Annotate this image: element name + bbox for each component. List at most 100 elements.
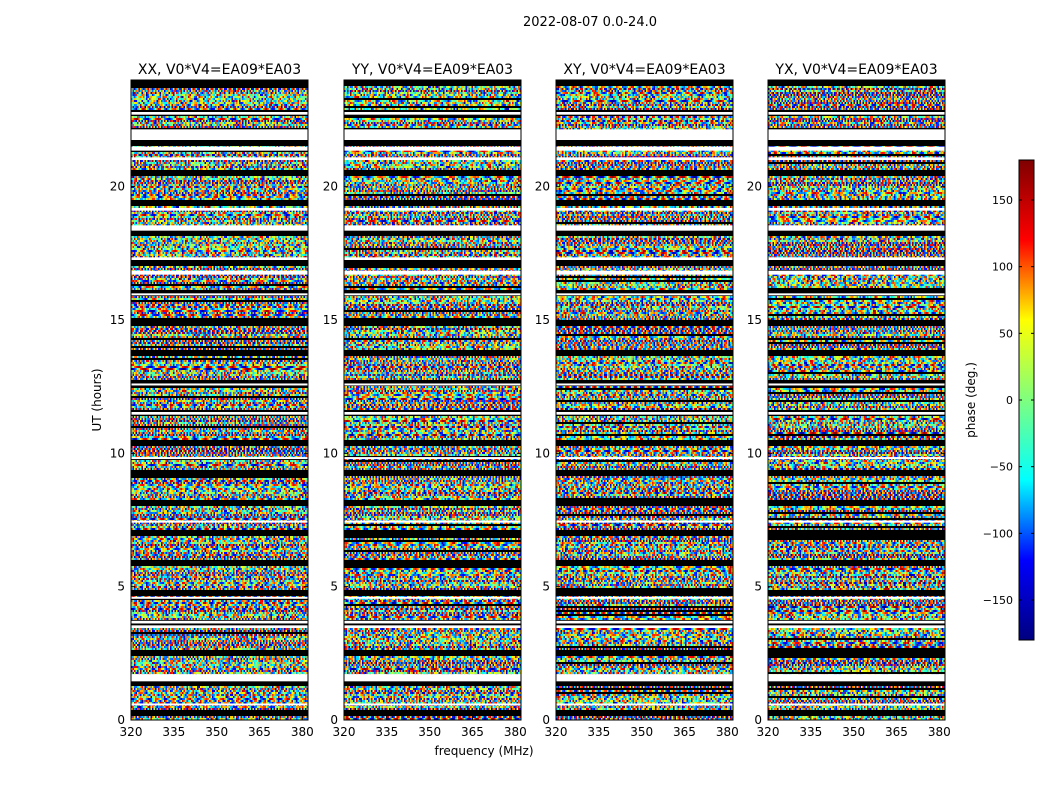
flagged-gap — [556, 225, 733, 231]
flagged-gap — [768, 293, 945, 296]
flagged-gap — [768, 208, 945, 211]
y-tick-label: 15 — [747, 313, 762, 327]
y-tick-label: 15 — [535, 313, 550, 327]
flagged-gap — [768, 412, 945, 415]
y-tick-label: 20 — [110, 180, 125, 194]
panel-title: YY, V0*V4=EA09*EA03 — [351, 62, 513, 78]
y-tick-label: 20 — [535, 180, 550, 194]
flagged-gap — [768, 157, 945, 160]
x-tick-label: 380 — [716, 725, 739, 739]
panel-xx: XX, V0*V4=EA09*EA03 320 335 350 365 380 0 5 10 15… — [110, 62, 314, 739]
flagged-gap — [344, 112, 521, 115]
panel-title: YX, V0*V4=EA09*EA03 — [774, 62, 937, 78]
flagged-gap — [131, 208, 308, 211]
panel-title: XY, V0*V4=EA09*EA03 — [563, 62, 725, 78]
flagged-gap — [556, 293, 733, 296]
flagged-gap — [344, 520, 521, 523]
flagged-gap — [768, 620, 945, 624]
panel-frame — [767, 79, 946, 721]
x-tick-label: 320 — [120, 725, 143, 739]
flagged-gap — [556, 520, 733, 523]
colorbar-tick-label: −100 — [983, 527, 1013, 540]
flagged-gap — [344, 674, 521, 682]
flagged-gap — [344, 412, 521, 415]
flagged-gap — [344, 620, 521, 624]
y-axis-label: UT (hours) — [90, 368, 104, 431]
flagged-gap — [768, 383, 945, 386]
x-tick-label: 320 — [757, 725, 780, 739]
x-tick-label: 380 — [291, 725, 314, 739]
flagged-gap — [131, 225, 308, 231]
flagged-gap — [344, 208, 521, 211]
flagged-gap — [556, 146, 733, 151]
y-tick-label: 5 — [754, 580, 762, 594]
x-axis-label: frequency (MHz) — [434, 744, 533, 758]
y-tick-label: 20 — [323, 180, 338, 194]
x-tick-label: 365 — [885, 725, 908, 739]
x-tick-label: 380 — [504, 725, 527, 739]
panel-yy: YY, V0*V4=EA09*EA03 320 335 350 365 380 0 5 10 15… — [323, 62, 527, 739]
phase-heatmap-xx — [131, 80, 308, 720]
y-tick-label: 0 — [117, 713, 125, 727]
y-tick-label: 5 — [542, 580, 550, 594]
flagged-gap — [131, 703, 308, 706]
x-tick-label: 350 — [205, 725, 228, 739]
flagged-gap — [768, 457, 945, 460]
flagged-gap — [131, 520, 308, 523]
phase-heatmap-yy — [344, 80, 521, 720]
y-tick-label: 5 — [117, 580, 125, 594]
flagged-gap — [344, 703, 521, 706]
colorbar-tick-label: 150 — [992, 194, 1013, 207]
flagged-gap — [556, 457, 733, 460]
y-tick-label: 0 — [542, 713, 550, 727]
flagged-gap — [344, 225, 521, 231]
x-tick-label: 365 — [461, 725, 484, 739]
panel-frame — [343, 79, 522, 721]
flagged-gap — [768, 703, 945, 706]
panel-yx: YX, V0*V4=EA09*EA03 320 335 350 365 380 0 5 10 15… — [747, 62, 951, 739]
flagged-gap — [344, 596, 521, 599]
flagged-gap — [344, 129, 521, 140]
flagged-gap — [131, 412, 308, 415]
flagged-gap — [344, 383, 521, 386]
flagged-gap — [556, 257, 733, 260]
flagged-gap — [131, 146, 308, 151]
flagged-gap — [556, 208, 733, 211]
y-tick-label: 15 — [110, 313, 125, 327]
flagged-gap — [768, 225, 945, 231]
flagged-gap — [131, 596, 308, 599]
y-tick-label: 20 — [747, 180, 762, 194]
x-tick-label: 320 — [545, 725, 568, 739]
x-tick-label: 335 — [162, 725, 185, 739]
x-tick-label: 320 — [333, 725, 356, 739]
panels-group: XX, V0*V4=EA09*EA03 320 335 350 365 380 0 5 10 15… — [110, 62, 951, 739]
flagged-gap — [131, 157, 308, 160]
flagged-gap — [131, 257, 308, 260]
flagged-gap — [131, 270, 308, 275]
flagged-gap — [768, 129, 945, 140]
x-tick-label: 335 — [587, 725, 610, 739]
x-tick-label: 350 — [418, 725, 441, 739]
panel-xy: XY, V0*V4=EA09*EA03 320 335 350 365 380 0 5 10 15… — [535, 62, 739, 739]
flagged-gap — [131, 674, 308, 682]
flagged-gap — [768, 270, 945, 275]
y-tick-label: 5 — [330, 580, 338, 594]
flagged-gap — [131, 129, 308, 140]
flagged-gap — [768, 146, 945, 151]
colorbar-ticks: 150 100 50 0 −50 −100 −150 — [983, 194, 1034, 607]
x-tick-label: 365 — [673, 725, 696, 739]
y-tick-label: 10 — [110, 446, 125, 460]
colorbar-tick-label: 50 — [999, 327, 1013, 340]
phase-heatmap-xy — [556, 80, 733, 720]
panel-title: XX, V0*V4=EA09*EA03 — [138, 62, 301, 78]
panel-frame — [130, 79, 309, 721]
colorbar-label: phase (deg.) — [964, 362, 978, 438]
flagged-gap — [768, 625, 945, 628]
panel-frame — [555, 79, 734, 721]
colorbar-tick-label: −150 — [983, 594, 1013, 607]
x-tick-label: 335 — [375, 725, 398, 739]
flagged-gap — [768, 674, 945, 682]
flagged-gap — [556, 112, 733, 115]
flagged-gap — [131, 293, 308, 296]
flagged-gap — [556, 596, 733, 599]
